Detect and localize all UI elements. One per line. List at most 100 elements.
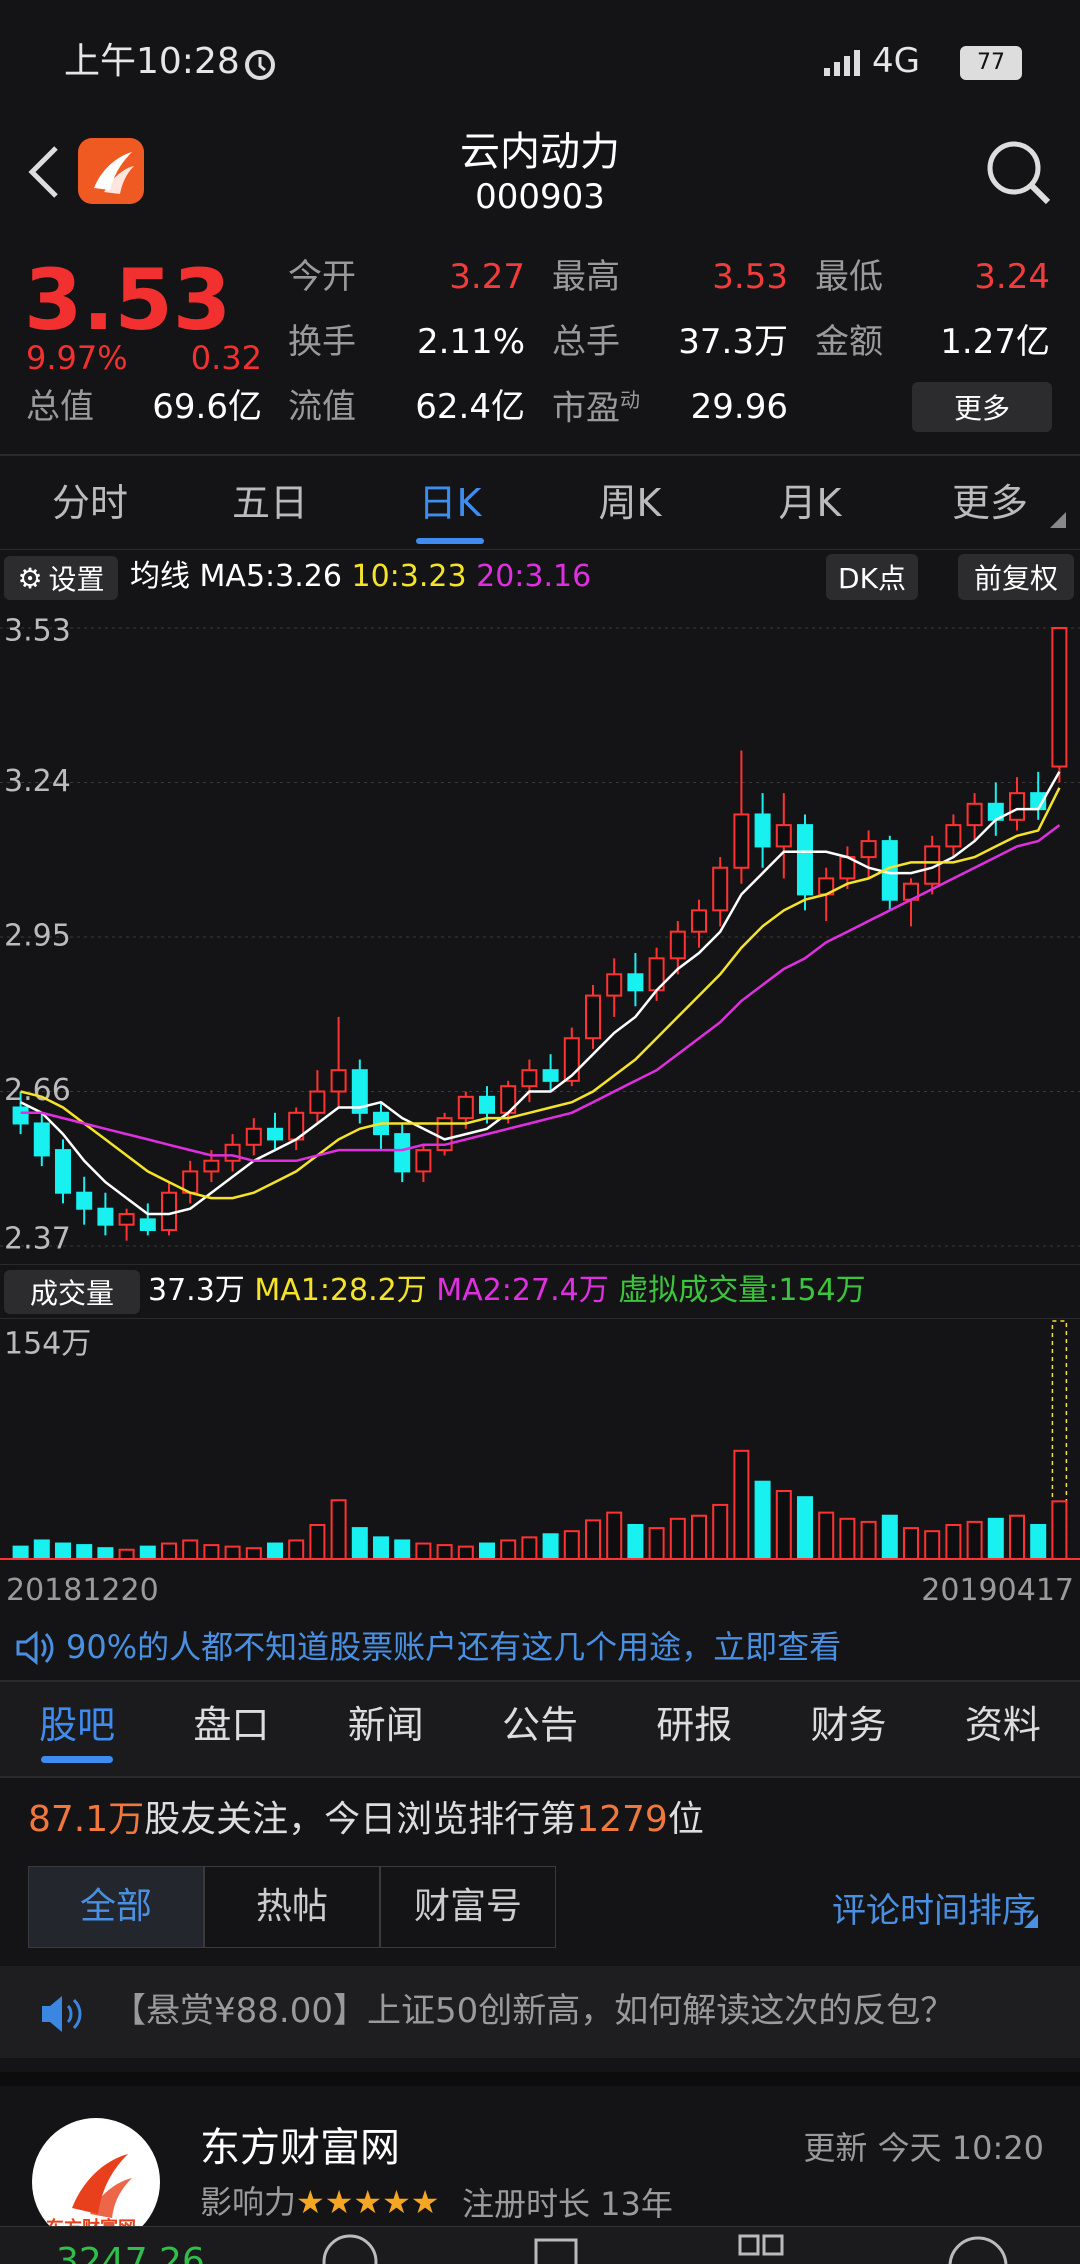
sort-button[interactable]: 评论时间排序 bbox=[832, 1891, 1036, 1931]
candle-body bbox=[457, 1095, 474, 1120]
candle-body bbox=[97, 1207, 114, 1226]
volume-bar bbox=[797, 1496, 813, 1561]
section-tab[interactable]: 财务 bbox=[810, 1703, 887, 1747]
section-tab[interactable]: 公告 bbox=[501, 1703, 578, 1747]
ma10-value: 10:3.23 bbox=[351, 559, 467, 594]
volume-bar bbox=[754, 1480, 771, 1561]
field-value: 3.53 bbox=[712, 257, 788, 297]
candle-body bbox=[691, 909, 707, 933]
followers-line: 87.1万股友关注，今日浏览排行第1279位 bbox=[28, 1802, 704, 1838]
volume-bar bbox=[373, 1536, 389, 1560]
battery: 77 bbox=[960, 46, 1022, 80]
y-tick-label: 2.95 bbox=[4, 919, 71, 954]
candle-body bbox=[309, 1090, 326, 1114]
candle-body bbox=[669, 930, 686, 960]
author-name[interactable]: 东方财富网 bbox=[200, 2125, 400, 2171]
dk-button[interactable]: DK点 bbox=[826, 554, 918, 600]
candle-body bbox=[436, 1117, 453, 1152]
volume-bar bbox=[945, 1524, 962, 1560]
period-tab[interactable]: 周K bbox=[598, 481, 662, 525]
candle-body bbox=[627, 973, 644, 992]
volume-bar bbox=[118, 1548, 135, 1561]
section-tab[interactable]: 盘口 bbox=[193, 1703, 270, 1747]
followers-text: 股友关注，今日浏览排行第 bbox=[144, 1799, 577, 1840]
tab-underline bbox=[41, 1756, 114, 1763]
period-tab[interactable]: 分时 bbox=[51, 481, 128, 525]
y-tick-label: 2.66 bbox=[4, 1073, 71, 1108]
change-amount: 0.32 bbox=[190, 339, 262, 377]
ma-line bbox=[20, 787, 1061, 1200]
settings-button[interactable]: ⚙ 设置 bbox=[4, 556, 118, 600]
volume-bar bbox=[139, 1545, 156, 1561]
period-tab[interactable]: 日K bbox=[418, 481, 482, 525]
candle-body bbox=[797, 824, 813, 896]
volume-bar bbox=[818, 1511, 835, 1561]
period-tab[interactable]: 更多 bbox=[951, 481, 1028, 525]
avatar-logo bbox=[72, 2154, 132, 2218]
network-type: 4G bbox=[872, 41, 920, 81]
adjust-button[interactable]: 前复权 bbox=[958, 554, 1074, 600]
volume-bar bbox=[521, 1536, 538, 1560]
rank: 1279 bbox=[576, 1799, 668, 1840]
volume-bar bbox=[351, 1527, 368, 1561]
field-label: 流值 bbox=[288, 387, 356, 427]
app-logo bbox=[78, 138, 144, 204]
more-button[interactable]: 更多 bbox=[912, 382, 1052, 432]
filter-button[interactable]: 全部 bbox=[28, 1866, 204, 1948]
nav-icons bbox=[322, 2234, 1008, 2264]
volume-bar bbox=[203, 1544, 220, 1561]
filter-button[interactable]: 热帖 bbox=[204, 1866, 380, 1948]
index-value[interactable]: 3247.26 bbox=[56, 2241, 205, 2264]
volume-button[interactable]: 成交量 bbox=[4, 1270, 140, 1314]
tab-underline bbox=[416, 538, 484, 544]
volume-bar bbox=[881, 1514, 898, 1561]
ad-link[interactable]: 90%的人都不知道股票账户还有这几个用途，立即查看 bbox=[66, 1628, 842, 1666]
volume-max-label: 154万 bbox=[4, 1327, 91, 1362]
volume-bar bbox=[309, 1524, 326, 1560]
section-tab[interactable]: 新闻 bbox=[347, 1703, 424, 1747]
volume-bar bbox=[712, 1503, 729, 1560]
volume-chart: 154万 bbox=[0, 1320, 1080, 1561]
volume-bar bbox=[55, 1542, 71, 1561]
end-date: 20190417 bbox=[921, 1573, 1074, 1608]
candle-body bbox=[330, 1069, 347, 1093]
candle-body bbox=[33, 1122, 50, 1157]
period-tab[interactable]: 月K bbox=[778, 481, 842, 525]
bottom-nav bbox=[0, 2226, 1080, 2264]
filter-button[interactable]: 财富号 bbox=[380, 1866, 556, 1948]
author-avatar[interactable]: 东方财富网 bbox=[32, 2118, 160, 2246]
section-tab[interactable]: 股吧 bbox=[39, 1703, 116, 1747]
updated-time: 更新 今天 10:20 bbox=[803, 2129, 1044, 2167]
volume-bar bbox=[691, 1514, 707, 1561]
volume-bar bbox=[1030, 1524, 1047, 1560]
field-value: 37.3万 bbox=[678, 322, 788, 362]
volume-bar bbox=[479, 1542, 495, 1561]
volume-bar bbox=[394, 1539, 411, 1560]
period-tab[interactable]: 五日 bbox=[231, 481, 308, 525]
candle-body bbox=[139, 1218, 156, 1232]
volume-bar bbox=[500, 1539, 517, 1560]
notice-text[interactable]: 【悬赏¥88.00】上证50创新高，如何解读这次的反包？ bbox=[112, 1991, 955, 2031]
field-label: 市盈动 bbox=[552, 388, 640, 429]
more-indicator bbox=[1050, 512, 1066, 528]
field-label: 换手 bbox=[288, 322, 356, 362]
search-button[interactable] bbox=[984, 138, 1054, 208]
ma-title: 均线 bbox=[130, 559, 190, 594]
candle-body bbox=[754, 813, 771, 848]
candle-body bbox=[351, 1069, 368, 1114]
back-button[interactable] bbox=[24, 144, 64, 200]
volume-bar bbox=[627, 1524, 644, 1560]
candle-body bbox=[267, 1127, 283, 1141]
virtual-volume: 虚拟成交量:154万 bbox=[618, 1273, 866, 1308]
section-tab[interactable]: 资料 bbox=[964, 1703, 1041, 1747]
influence-label: 影响力 bbox=[200, 2183, 297, 2221]
field-value: 62.4亿 bbox=[415, 387, 525, 427]
followers-text-end: 位 bbox=[667, 1799, 704, 1840]
volume-bar bbox=[924, 1530, 941, 1561]
signal-icon bbox=[824, 50, 860, 76]
alarm-icon bbox=[245, 50, 275, 80]
field-label-sup: 动 bbox=[620, 388, 640, 412]
section-tab[interactable]: 研报 bbox=[656, 1703, 733, 1747]
y-tick-label: 2.37 bbox=[4, 1222, 71, 1257]
